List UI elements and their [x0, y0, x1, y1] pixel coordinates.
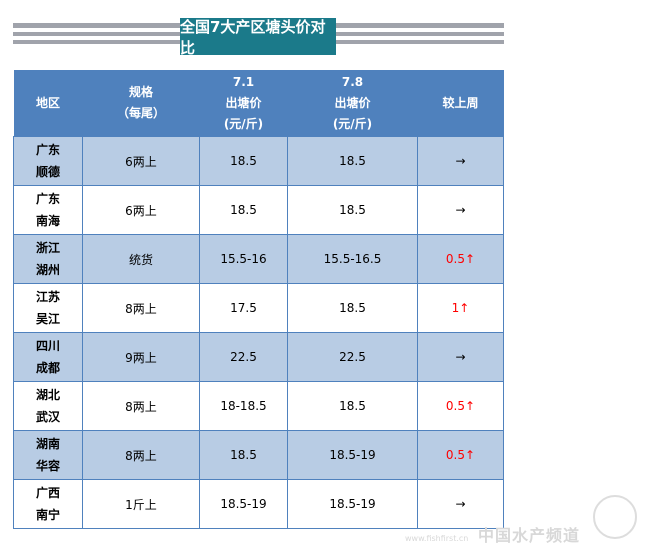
- cell-region: 四川 成都: [13, 332, 83, 382]
- city: 南海: [35, 214, 60, 228]
- cell-change: 1↑: [417, 283, 504, 333]
- cell-price-2: 15.5-16.5: [287, 234, 418, 284]
- cell-change: →: [417, 136, 504, 186]
- cell-spec: 6两上: [82, 136, 200, 186]
- header-price-2: 7.8 出塘价 (元/斤): [287, 70, 418, 137]
- cell-price-1: 22.5: [199, 332, 288, 382]
- city: 成都: [35, 361, 60, 375]
- header-date: 7.8: [341, 74, 364, 89]
- province: 四川: [35, 339, 60, 353]
- cell-change: 0.5↑: [417, 430, 504, 480]
- table-row: 江苏吴江 8两上 17.5 18.5 1↑: [13, 283, 504, 333]
- table-row: 广西南宁 1斤上 18.5-19 18.5-19 →: [13, 479, 504, 529]
- header-unit: (元/斤): [332, 116, 373, 131]
- cell-spec: 8两上: [82, 430, 200, 480]
- price-table: 地区 规格 （每尾） 7.1 出塘价 (元/斤) 7.8 出塘价 (元/斤) 较上周 广东…: [13, 70, 504, 529]
- city: 湖州: [35, 263, 60, 277]
- header-price-1: 7.1 出塘价 (元/斤): [199, 70, 288, 137]
- cell-region: 浙江 湖州: [13, 234, 83, 284]
- cell-change: →: [417, 479, 504, 529]
- table-row: 广东南海 6两上 18.5 18.5 →: [13, 185, 504, 235]
- cell-price-1: 18.5: [199, 430, 288, 480]
- province: 广东: [35, 143, 60, 157]
- table-row: 四川成都 9两上 22.5 22.5 →: [13, 332, 504, 382]
- cell-region: 广西 南宁: [13, 479, 83, 529]
- cell-price-1: 18-18.5: [199, 381, 288, 431]
- header-change: 较上周: [417, 70, 504, 137]
- city: 吴江: [35, 312, 60, 326]
- cell-price-2: 18.5: [287, 381, 418, 431]
- table-row: 浙江湖州 统货 15.5-16 15.5-16.5 0.5↑: [13, 234, 504, 284]
- table-row: 广东顺德 6两上 18.5 18.5 →: [13, 136, 504, 186]
- header-spec: 规格 （每尾）: [82, 70, 200, 137]
- cell-region: 广东 南海: [13, 185, 83, 235]
- watermark-url: www.fishfirst.cn: [405, 534, 469, 543]
- page-title: 全国7大产区塘头价对比: [180, 18, 336, 57]
- watermark-logo: 中国水产频道: [478, 526, 581, 545]
- header-label: 出塘价: [334, 95, 371, 110]
- table-header: 地区 规格 （每尾） 7.1 出塘价 (元/斤) 7.8 出塘价 (元/斤) 较上周: [13, 70, 504, 137]
- cell-price-1: 18.5: [199, 185, 288, 235]
- header-region: 地区: [13, 70, 83, 137]
- header-spec-unit: （每尾）: [116, 106, 165, 120]
- cell-price-1: 15.5-16: [199, 234, 288, 284]
- city: 华容: [35, 459, 60, 473]
- province: 湖北: [35, 388, 60, 402]
- cell-price-2: 18.5-19: [287, 479, 418, 529]
- cell-spec: 统货: [82, 234, 200, 284]
- cell-change: →: [417, 332, 504, 382]
- cell-change: →: [417, 185, 504, 235]
- city: 南宁: [35, 508, 60, 522]
- cell-spec: 6两上: [82, 185, 200, 235]
- cell-spec: 8两上: [82, 381, 200, 431]
- cell-region: 广东 顺德: [13, 136, 83, 186]
- cell-price-1: 18.5: [199, 136, 288, 186]
- province: 江苏: [35, 290, 60, 304]
- cell-spec: 9两上: [82, 332, 200, 382]
- header-unit: (元/斤): [223, 116, 264, 131]
- cell-price-2: 18.5: [287, 185, 418, 235]
- cell-change: 0.5↑: [417, 234, 504, 284]
- table-row: 湖南华容 8两上 18.5 18.5-19 0.5↑: [13, 430, 504, 480]
- cell-price-1: 18.5-19: [199, 479, 288, 529]
- watermark-globe-icon: [593, 495, 637, 539]
- city: 武汉: [35, 410, 60, 424]
- cell-price-2: 18.5-19: [287, 430, 418, 480]
- cell-region: 湖南 华容: [13, 430, 83, 480]
- cell-spec: 8两上: [82, 283, 200, 333]
- table-row: 湖北武汉 8两上 18-18.5 18.5 0.5↑: [13, 381, 504, 431]
- cell-region: 江苏 吴江: [13, 283, 83, 333]
- province: 广东: [35, 192, 60, 206]
- cell-change: 0.5↑: [417, 381, 504, 431]
- cell-price-1: 17.5: [199, 283, 288, 333]
- cell-spec: 1斤上: [82, 479, 200, 529]
- header-date: 7.1: [232, 74, 255, 89]
- header-spec-label: 规格: [128, 85, 153, 99]
- province: 浙江: [35, 241, 60, 255]
- province: 湖南: [35, 437, 60, 451]
- cell-price-2: 22.5: [287, 332, 418, 382]
- cell-price-2: 18.5: [287, 136, 418, 186]
- province: 广西: [35, 486, 60, 500]
- cell-region: 湖北 武汉: [13, 381, 83, 431]
- header-label: 出塘价: [225, 95, 262, 110]
- city: 顺德: [35, 165, 60, 179]
- cell-price-2: 18.5: [287, 283, 418, 333]
